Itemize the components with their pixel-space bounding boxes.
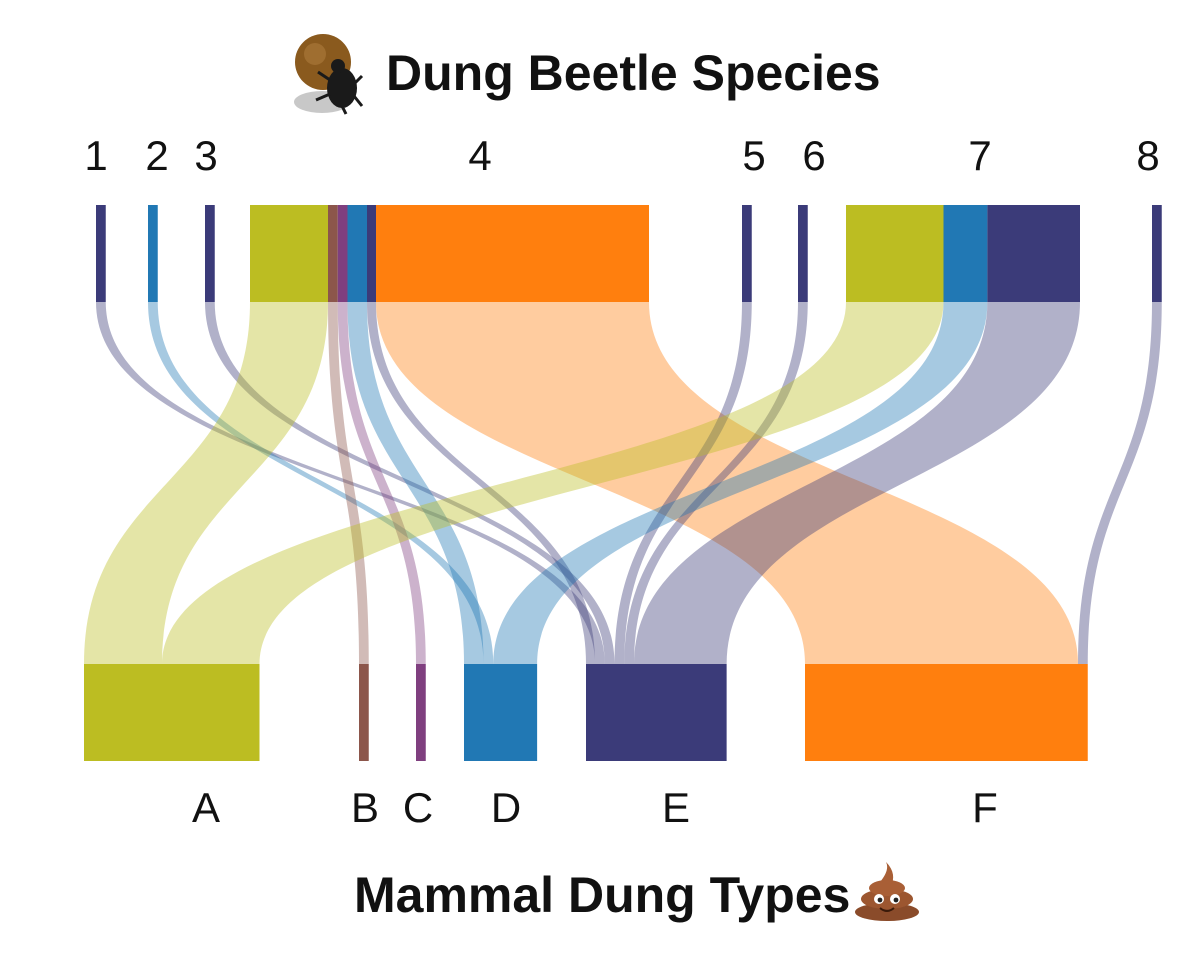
links-layer [84,302,1162,664]
source-label-8: 8 [1136,132,1159,179]
source-segment-6-E [798,205,808,302]
link-5-E [614,302,752,664]
source-segment-4-D [347,205,367,302]
chart-title: Dung Beetle Species [386,45,881,101]
target-label-A: A [192,784,220,831]
link-4-D [347,302,484,664]
link-7-E [634,302,1080,664]
target-node-B [359,664,369,761]
link-4-B [328,302,369,664]
target-label-B: B [351,784,379,831]
link-8-F [1078,302,1162,664]
source-segment-7-D [943,205,988,302]
source-segment-4-C [337,205,348,302]
link-4-C [337,302,426,664]
target-label-F: F [972,784,998,831]
source-segment-7-E [987,205,1080,302]
link-4-E [367,302,595,664]
source-node-6 [798,205,808,302]
target-label-E: E [662,784,690,831]
target-node-A [84,664,260,761]
link-7-A [162,302,944,664]
source-segment-3-E [205,205,215,302]
bottom-title: Mammal Dung Types [354,867,850,923]
source-segment-8-F [1152,205,1162,302]
nodes-layer [84,205,1162,761]
target-label-D: D [491,784,521,831]
link-4-A [84,302,328,664]
source-node-3 [205,205,215,302]
source-node-5 [742,205,752,302]
target-node-C [416,664,426,761]
source-label-1: 1 [84,132,107,179]
source-label-6: 6 [802,132,825,179]
source-node-7 [846,205,1080,302]
link-7-D [493,302,988,664]
source-segment-5-E [742,205,752,302]
source-node-1 [96,205,106,302]
source-label-4: 4 [468,132,491,179]
source-segment-7-A [846,205,944,302]
link-6-E [624,302,808,664]
poop-emoji-icon [855,862,919,921]
target-label-C: C [403,784,433,831]
source-node-2 [148,205,158,302]
link-4-F [376,302,1078,664]
link-3-E [205,302,615,664]
source-segment-4-E [367,205,376,302]
source-label-7: 7 [968,132,991,179]
source-segment-4-A [250,205,328,302]
source-label-2: 2 [145,132,168,179]
source-segment-4-F [376,205,649,302]
labels-layer: 1 2 3 4 5 6 7 8 A B C D E F [84,132,1159,831]
target-node-E [586,664,727,761]
target-node-D [464,664,538,761]
source-segment-2-D [148,205,158,302]
dung-beetle-icon [294,34,364,115]
source-node-4 [250,205,649,302]
source-segment-4-B [328,205,338,302]
source-label-3: 3 [194,132,217,179]
link-1-E [96,302,605,664]
target-node-F [805,664,1088,761]
source-label-5: 5 [742,132,765,179]
source-node-8 [1152,205,1162,302]
link-2-D [148,302,494,664]
source-segment-1-E [96,205,106,302]
